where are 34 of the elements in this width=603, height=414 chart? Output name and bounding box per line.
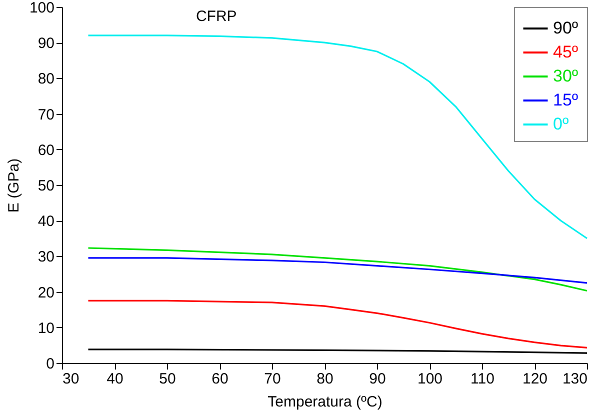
y-tick-label: 10 [38, 320, 54, 337]
chart-title: CFRP [196, 8, 237, 25]
y-tick-label: 20 [38, 284, 54, 302]
x-tick-label: 80 [316, 370, 334, 388]
y-tick-label: 0 [46, 356, 54, 372]
legend-label: 45º [553, 42, 578, 62]
x-tick-label: 50 [159, 370, 176, 388]
y-tick-label: 30 [38, 248, 54, 266]
x-tick-label: 60 [212, 370, 228, 388]
y-tick-label: 100 [29, 0, 54, 16]
legend-label: 15º [553, 90, 578, 110]
x-tick-label: 30 [62, 370, 80, 388]
y-tick-label: 80 [38, 70, 54, 88]
x-tick-label: 40 [106, 370, 124, 388]
line-series [87, 34, 588, 240]
x-tick-label: 90 [369, 370, 386, 388]
legend-label: 0º [553, 114, 569, 134]
x-tick-label: 120 [522, 370, 548, 388]
y-tick-label: 70 [38, 106, 54, 124]
line-series [87, 257, 588, 284]
y-tick-label: 60 [38, 142, 54, 159]
y-axis-title: E (GPa) [5, 158, 22, 213]
y-tick-label: 40 [38, 213, 54, 230]
line-series [87, 300, 588, 348]
x-tick-label: 70 [264, 370, 281, 388]
x-tick-label: 100 [417, 370, 443, 388]
x-axis-title: Temperatura (ºC) [268, 394, 382, 410]
y-tick-label: 50 [38, 178, 54, 194]
legend-label: 90º [553, 18, 578, 38]
line-series [87, 247, 588, 292]
y-tick-label: 90 [38, 35, 54, 52]
legend-label: 30º [553, 66, 578, 86]
x-tick-label: 130 [562, 370, 588, 388]
x-tick-label: 110 [470, 370, 494, 388]
